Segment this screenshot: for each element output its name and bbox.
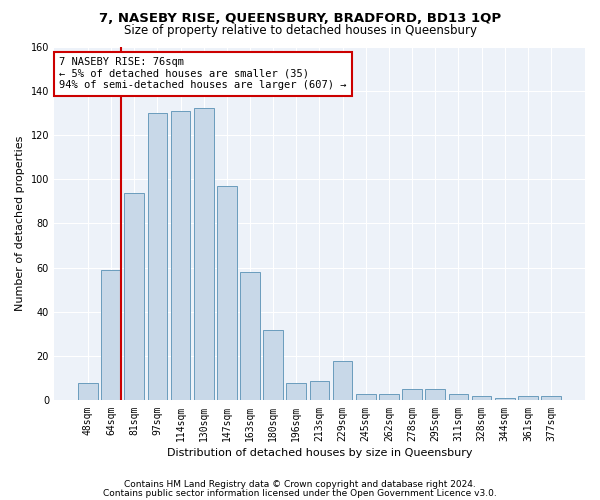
Bar <box>402 390 422 400</box>
Bar <box>310 380 329 400</box>
Text: 7, NASEBY RISE, QUEENSBURY, BRADFORD, BD13 1QP: 7, NASEBY RISE, QUEENSBURY, BRADFORD, BD… <box>99 12 501 26</box>
Bar <box>472 396 491 400</box>
Bar <box>541 396 561 400</box>
Text: Contains HM Land Registry data © Crown copyright and database right 2024.: Contains HM Land Registry data © Crown c… <box>124 480 476 489</box>
X-axis label: Distribution of detached houses by size in Queensbury: Distribution of detached houses by size … <box>167 448 472 458</box>
Text: 7 NASEBY RISE: 76sqm
← 5% of detached houses are smaller (35)
94% of semi-detach: 7 NASEBY RISE: 76sqm ← 5% of detached ho… <box>59 57 347 90</box>
Y-axis label: Number of detached properties: Number of detached properties <box>15 136 25 311</box>
Bar <box>240 272 260 400</box>
Bar <box>495 398 515 400</box>
Bar <box>286 382 306 400</box>
Bar <box>101 270 121 400</box>
Text: Contains public sector information licensed under the Open Government Licence v3: Contains public sector information licen… <box>103 489 497 498</box>
Bar <box>170 110 190 401</box>
Text: Size of property relative to detached houses in Queensbury: Size of property relative to detached ho… <box>124 24 476 37</box>
Bar <box>425 390 445 400</box>
Bar <box>148 113 167 401</box>
Bar <box>78 382 98 400</box>
Bar <box>194 108 214 401</box>
Bar <box>449 394 468 400</box>
Bar <box>379 394 399 400</box>
Bar <box>356 394 376 400</box>
Bar <box>263 330 283 400</box>
Bar <box>518 396 538 400</box>
Bar <box>124 192 144 400</box>
Bar <box>217 186 236 400</box>
Bar <box>333 360 352 401</box>
